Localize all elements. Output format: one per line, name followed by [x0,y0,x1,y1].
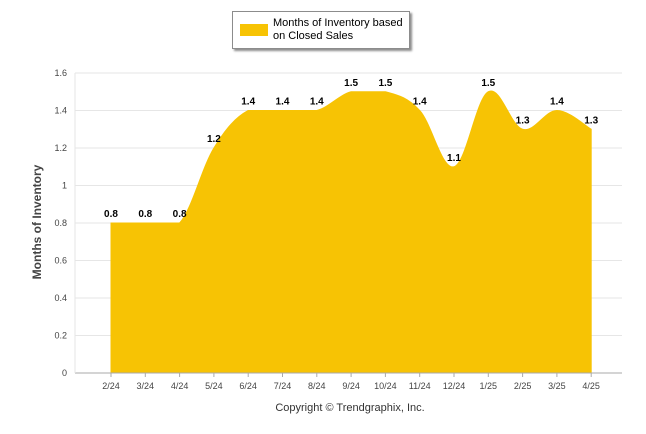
copyright-text: Copyright © Trendgraphix, Inc. [275,402,425,414]
y-tick-label: 0.2 [54,331,67,341]
x-tick-label: 4/25 [582,381,600,391]
x-tick-label: 4/24 [171,381,189,391]
y-tick-label: 1.2 [54,143,67,153]
legend[interactable]: Months of Inventory based on Closed Sale… [232,11,410,49]
legend-swatch [240,24,268,36]
x-tick-label: 8/24 [308,381,326,391]
y-tick-label: 1.6 [54,68,67,78]
data-label: 1.4 [550,97,564,108]
data-labels: 0.8 0.8 0.8 1.2 1.4 1.4 1.4 1.5 1.5 1.4 1.1 1.5 1.3 1… [104,78,599,220]
x-tick-label: 2/24 [102,381,120,391]
x-tick-label: 11/24 [409,381,431,391]
area-fill[interactable] [110,90,592,374]
data-label: 1.4 [413,97,427,108]
x-tick-label: 9/24 [342,381,360,391]
x-tick-label: 6/24 [239,381,257,391]
data-label: 1.4 [310,97,324,108]
data-label: 1.3 [516,115,530,126]
x-tick-label: 1/25 [480,381,498,391]
x-tick-label: 7/24 [274,381,292,391]
y-axis-title: Months of Inventory [30,164,44,280]
x-tick-label: 3/24 [137,381,155,391]
x-tick-label: 3/25 [548,381,566,391]
data-label: 1.4 [276,97,290,108]
data-label: 1.2 [207,134,221,145]
data-label: 1.5 [481,78,495,89]
y-tick-label: 0.8 [54,218,67,228]
data-label: 1.5 [378,78,392,89]
y-tick-label: 1.4 [54,106,67,116]
axes [74,73,622,377]
data-label: 0.8 [104,209,118,220]
y-tick-label: 0 [62,368,67,378]
y-tick-label: 0.6 [54,256,67,266]
data-label: 0.8 [138,209,152,220]
x-tick-label: 5/24 [205,381,223,391]
x-tick-label: 12/24 [443,381,466,391]
data-label: 0.8 [173,209,187,220]
y-tick-label: 1 [62,181,67,191]
y-tick-label: 0.4 [54,293,67,303]
x-tick-label: 10/24 [374,381,397,391]
data-label: 1.4 [241,97,255,108]
area-series [110,90,592,374]
data-label: 1.5 [344,78,358,89]
y-tick-labels: 0 0.2 0.4 0.6 0.8 1 1.2 1.4 1.6 [54,68,67,378]
legend-label: Months of Inventory based on Closed Sale… [273,17,403,42]
data-label: 1.3 [584,115,598,126]
x-tick-labels: 2/24 3/24 4/24 5/24 6/24 7/24 8/24 9/24 10/24 11/… [102,381,600,391]
x-tick-label: 2/25 [514,381,532,391]
data-label: 1.1 [447,153,461,164]
